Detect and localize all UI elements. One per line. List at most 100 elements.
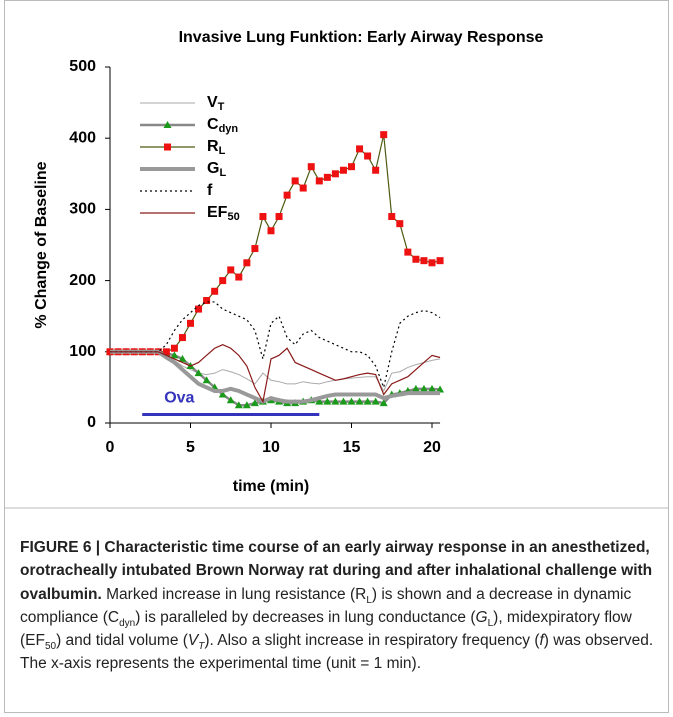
marker	[315, 177, 323, 185]
legend-name: V	[207, 94, 218, 111]
marker	[428, 259, 436, 267]
legend-marker	[164, 143, 171, 151]
caption-run: f	[539, 632, 544, 650]
legend-sub: L	[219, 167, 226, 179]
marker	[227, 266, 235, 274]
marker	[347, 397, 356, 405]
marker	[202, 376, 211, 384]
x-tick-label: 15	[343, 439, 361, 456]
marker	[242, 401, 251, 409]
caption-run: L	[366, 594, 372, 606]
marker	[170, 344, 178, 352]
marker	[412, 255, 420, 263]
marker	[364, 152, 372, 160]
marker	[226, 396, 235, 404]
y-tick-label: 100	[69, 343, 96, 360]
caption-run: ) was observed. The x-axis represents th…	[20, 632, 654, 673]
caption-run: 50	[44, 641, 57, 653]
caption-run: dyn	[119, 617, 136, 629]
y-tick-label: 300	[69, 201, 96, 218]
x-tick-label: 10	[262, 439, 280, 456]
legend-label: RL	[207, 138, 226, 157]
chart-title: Invasive Lung Funktion: Early Airway Res…	[179, 29, 544, 46]
marker	[323, 397, 332, 405]
legend-sub: 50	[227, 211, 239, 223]
marker	[162, 348, 170, 356]
frame	[4, 0, 669, 713]
y-tick-label: 0	[87, 414, 96, 431]
legend-label: EF50	[207, 204, 240, 223]
legend-name: EF	[207, 204, 228, 221]
marker	[396, 220, 404, 228]
marker	[211, 287, 219, 295]
marker	[194, 369, 203, 377]
marker	[419, 384, 428, 392]
marker	[371, 397, 380, 405]
marker	[436, 257, 444, 265]
marker	[315, 397, 324, 405]
marker	[323, 173, 331, 181]
marker	[331, 397, 340, 405]
caption: FIGURE 6 | Characteristic time course of…	[20, 536, 660, 676]
marker	[339, 397, 348, 405]
legend-label: Cdyn	[207, 116, 238, 135]
caption-run: ) is shown and a decrease in dynamic com…	[20, 585, 632, 626]
marker	[251, 245, 259, 253]
y-tick-label: 400	[69, 129, 96, 146]
caption-run: G	[475, 608, 488, 626]
marker	[363, 397, 372, 405]
marker	[299, 184, 307, 192]
x-tick-label: 0	[106, 439, 115, 456]
marker	[436, 385, 445, 393]
marker	[259, 213, 267, 221]
marker	[187, 319, 194, 327]
series-line	[110, 344, 441, 404]
marker	[355, 397, 364, 405]
y-tick-label: 500	[69, 58, 96, 75]
legend-name: C	[207, 116, 219, 133]
caption-run: L	[487, 617, 494, 629]
x-tick-label: 5	[186, 439, 195, 456]
legend-sub: L	[219, 145, 226, 157]
marker	[379, 399, 388, 407]
marker	[339, 166, 347, 174]
legend-name: f	[207, 182, 213, 199]
marker	[267, 227, 275, 235]
caption-run: V	[187, 632, 199, 650]
marker	[195, 305, 203, 313]
y-tick-label: 200	[69, 272, 96, 289]
series-line	[110, 349, 441, 404]
marker	[372, 166, 380, 174]
marker	[178, 354, 187, 362]
marker	[428, 384, 436, 392]
ova-label: Ova	[164, 390, 194, 407]
legend-name: R	[207, 138, 219, 155]
caption-run: T	[198, 641, 205, 653]
legend-label: GL	[207, 160, 226, 179]
marker	[219, 277, 227, 285]
caption-run: ) and tidal volume (	[56, 632, 188, 650]
marker	[307, 163, 315, 171]
caption-run: ) is paralleled by decreases in lung con…	[135, 608, 476, 626]
marker	[218, 390, 227, 398]
legend-marker	[163, 121, 172, 128]
marker	[404, 248, 412, 256]
caption-run: ). Also a slight increase in respiratory…	[204, 632, 540, 650]
caption-run: FIGURE 6 | Characteristic time course of…	[20, 539, 653, 603]
marker	[331, 170, 339, 178]
legend-label: VT	[207, 94, 225, 113]
marker	[234, 401, 243, 409]
series-line	[110, 301, 441, 390]
marker	[203, 297, 211, 305]
legend-label: f	[207, 182, 213, 199]
marker	[420, 257, 428, 265]
marker	[380, 131, 388, 139]
y-axis-label: % Change of Baseline	[33, 161, 50, 328]
marker	[388, 213, 396, 221]
legend-sub: dyn	[219, 123, 239, 135]
x-tick-label: 20	[423, 439, 441, 456]
x-axis-label: time (min)	[233, 478, 309, 495]
legend-name: G	[207, 160, 219, 177]
